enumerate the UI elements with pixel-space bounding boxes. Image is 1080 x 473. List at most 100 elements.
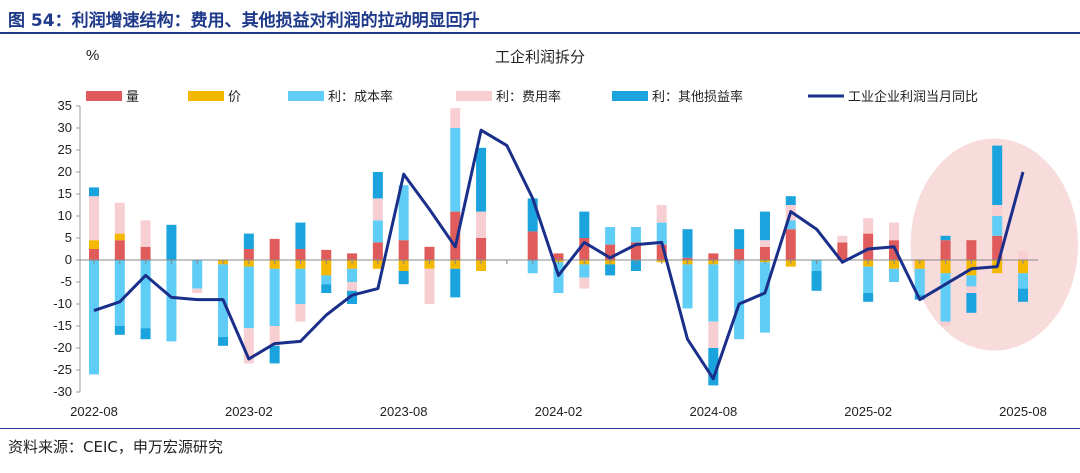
bar-segment	[811, 260, 822, 271]
bar-segment	[347, 268, 358, 282]
bar-segment	[708, 253, 719, 260]
bar-segment	[114, 202, 125, 234]
legend-label: 利：费用率	[496, 89, 561, 105]
chart-title: 工企利润拆分	[495, 48, 585, 66]
bar-segment	[630, 227, 641, 243]
legend-label: 量	[126, 90, 139, 105]
bar-segment	[89, 187, 99, 197]
bar-segment	[372, 260, 383, 269]
bar-segment	[579, 211, 590, 238]
bar-segment	[269, 345, 280, 364]
y-tick-label: -5	[60, 274, 72, 289]
bar-segment	[321, 260, 332, 276]
bar-segment	[837, 235, 848, 243]
bar-segment	[785, 196, 796, 205]
bar-segment	[140, 260, 151, 329]
bar-segment	[966, 286, 977, 293]
bar-segment	[992, 216, 1003, 236]
bar-segment	[527, 231, 538, 260]
bar-segment	[269, 260, 280, 269]
bars-group	[89, 108, 1028, 386]
bar-segment	[398, 185, 409, 241]
bar-segment	[914, 268, 925, 296]
y-tick-label: 35	[58, 98, 72, 113]
bar-segment	[863, 293, 874, 302]
bar-segment	[450, 260, 461, 269]
bar-segment	[476, 211, 487, 238]
y-tick-label: 10	[58, 208, 72, 223]
bar-segment	[785, 229, 796, 260]
bar-segment	[192, 288, 203, 293]
bar-segment	[966, 240, 977, 260]
bar-segment	[630, 260, 641, 271]
legend-label: 价	[228, 90, 241, 105]
bar-segment	[940, 260, 951, 274]
bar-segment	[295, 304, 306, 322]
bar-segment	[914, 260, 925, 269]
bar-segment	[269, 326, 280, 346]
bar-segment	[734, 260, 745, 340]
bar-segment	[992, 145, 1003, 205]
bar-segment	[682, 257, 693, 260]
bar-segment	[527, 198, 538, 232]
bar-segment	[372, 242, 383, 260]
bar-segment	[450, 108, 461, 128]
legend-swatch	[86, 91, 122, 101]
legend: 量 价 利：成本率 利：费用率 利：其他损益率 工业企业利润当月同比	[86, 89, 978, 105]
bar-segment	[579, 238, 590, 260]
x-tick-label: 2022-08	[70, 404, 118, 419]
bar-segment	[759, 246, 770, 260]
bar-segment	[140, 246, 151, 260]
bar-segment	[966, 275, 977, 287]
legend-label: 利：成本率	[328, 89, 393, 105]
bar-segment	[605, 264, 616, 276]
bar-segment	[89, 196, 99, 241]
legend-swatch	[188, 91, 224, 101]
bar-segment	[940, 321, 951, 326]
legend-label: 利：其他损益率	[652, 89, 743, 105]
bar-segment	[192, 260, 203, 289]
bar-segment	[347, 290, 358, 304]
total-profit-line	[93, 128, 1025, 381]
x-tick-label: 2023-02	[225, 404, 273, 419]
bar-segment	[269, 268, 280, 326]
bar-segment	[89, 249, 99, 260]
bar-segment	[476, 260, 487, 271]
bar-segment	[476, 238, 487, 260]
bar-segment	[863, 233, 874, 260]
x-tick-label: 2025-02	[844, 404, 892, 419]
y-tick-label: 30	[58, 120, 72, 135]
bar-segment	[708, 321, 719, 348]
bar-segment	[295, 260, 306, 269]
y-tick-label: -20	[53, 340, 72, 355]
bar-segment	[140, 220, 151, 247]
bar-segment	[837, 242, 848, 260]
bar-segment	[1018, 288, 1028, 302]
bar-segment	[243, 328, 254, 364]
bar-segment	[759, 262, 770, 333]
bar-segment	[888, 222, 899, 241]
bar-segment	[140, 328, 151, 340]
bar-segment	[708, 264, 719, 322]
bar-segment	[682, 264, 693, 309]
bar-segment	[114, 260, 125, 326]
figure-title: 图 54：利润增速结构：费用、其他损益对利润的拉动明显回升	[8, 11, 480, 31]
x-axis	[80, 259, 1038, 264]
bar-segment	[630, 242, 641, 260]
bar-segment	[863, 218, 874, 234]
bar-segment	[940, 273, 951, 322]
bar-segment	[734, 249, 745, 260]
y-tick-label: -30	[53, 384, 72, 399]
bar-segment	[372, 198, 383, 221]
y-tick-label: -10	[53, 296, 72, 311]
bar-segment	[218, 337, 229, 346]
bar-segment	[243, 249, 254, 260]
bar-segment	[89, 240, 99, 249]
bar-segment	[656, 244, 667, 260]
bar-segment	[605, 244, 616, 260]
bar-segment	[398, 240, 409, 260]
bar-segment	[114, 326, 125, 335]
bar-segment	[450, 268, 461, 298]
bar-segment	[424, 246, 435, 260]
bar-segment	[940, 235, 951, 241]
